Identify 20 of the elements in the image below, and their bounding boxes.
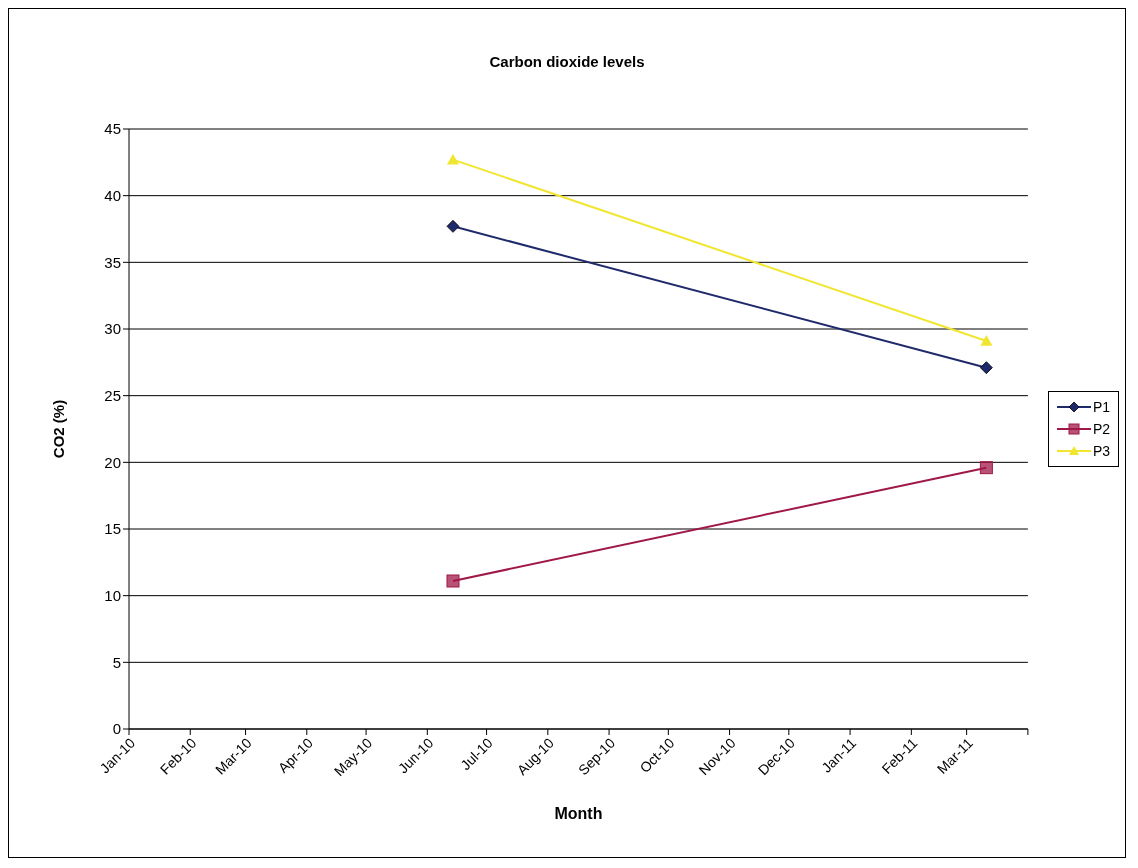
y-tick-label: 15 xyxy=(104,520,121,538)
legend-label: P2 xyxy=(1092,421,1110,437)
y-tick-label: 45 xyxy=(104,120,121,138)
y-tick-label: 30 xyxy=(104,320,121,338)
y-tick-label: 25 xyxy=(104,386,121,404)
y-tick-label: 40 xyxy=(104,186,121,204)
point xyxy=(979,361,993,375)
y-tick-label: 10 xyxy=(104,586,121,604)
legend-label: P3 xyxy=(1092,443,1110,459)
y-tick-label: 5 xyxy=(112,653,121,671)
point xyxy=(446,574,460,588)
y-axis-title: CO2 (%) xyxy=(50,399,68,459)
legend-label: P1 xyxy=(1092,399,1110,415)
chart-title: Carbon dioxide levels xyxy=(488,53,646,70)
point xyxy=(979,461,993,475)
y-tick-label: 20 xyxy=(104,453,121,471)
y-tick-label: 0 xyxy=(112,720,121,738)
y-tick-label: 35 xyxy=(104,253,121,271)
x-axis-title: Month xyxy=(554,805,603,822)
point xyxy=(446,219,460,233)
